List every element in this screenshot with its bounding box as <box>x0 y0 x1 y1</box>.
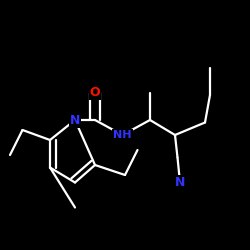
Text: N: N <box>175 176 185 189</box>
Text: N: N <box>70 114 80 126</box>
Text: O: O <box>90 86 100 99</box>
Text: NH: NH <box>113 130 132 140</box>
